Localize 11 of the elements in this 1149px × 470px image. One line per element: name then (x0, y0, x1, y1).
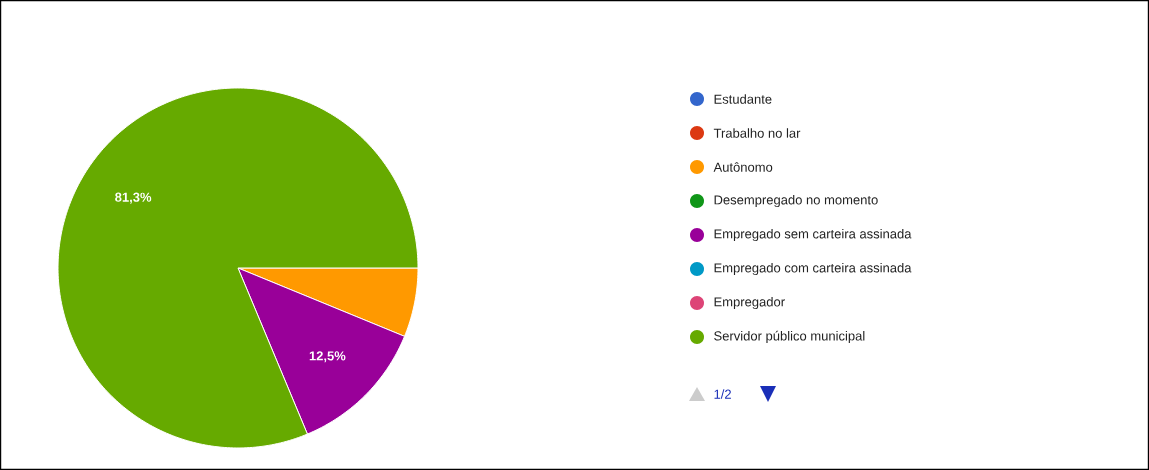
legend-label: Estudante (714, 94, 772, 104)
legend-label: Trabalho no lar (713, 128, 801, 138)
legend-label: Desempregado no momento (714, 194, 878, 208)
legend-label: Empregado sem carteira assinada (714, 228, 912, 242)
data-label: 12,5% (309, 351, 346, 363)
legend-label: Servidor público municipal (714, 330, 865, 344)
data-label: 81,3% (115, 192, 152, 204)
legend-label: Empregado com carteira assinada (714, 262, 912, 276)
legend-label: Autônomo (713, 162, 773, 172)
text: 1/2 (714, 389, 731, 399)
legend-label: Empregador (714, 296, 785, 310)
